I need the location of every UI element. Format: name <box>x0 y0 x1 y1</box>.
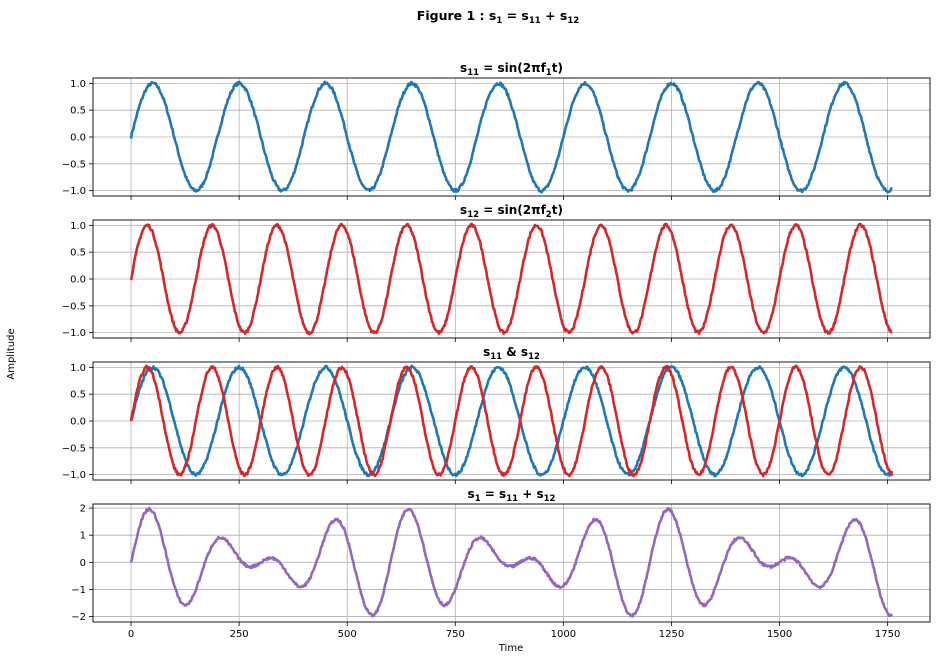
figure-title: Figure 1 : s1 = s11 + s12 <box>417 8 579 26</box>
x-tick-label: 1000 <box>551 629 576 640</box>
axes-frame <box>92 361 931 481</box>
y-tick-label: −0.5 <box>62 159 86 170</box>
subplot-3: s11 & s12 1.0 0.5 0.0 −0.5 −1.0 <box>62 345 931 484</box>
subplot-title: s11 = sin(2πf1t) <box>460 61 563 78</box>
y-tick-label: 1.0 <box>70 363 86 374</box>
y-tick-label: −1.0 <box>62 470 86 481</box>
y-tick-label: 2 <box>80 504 86 515</box>
axes-frame <box>92 219 931 339</box>
y-tick-label: 0.5 <box>70 248 86 259</box>
axes-frame <box>92 77 931 197</box>
series-line-1 <box>129 506 894 618</box>
subplot-title: s1 = s11 + s12 <box>468 487 556 504</box>
y-tick-label: 1.0 <box>70 79 86 90</box>
subplot-4: s1 = s11 + s12 0 250 500 750 1000 1250 1500 1750… <box>71 487 931 640</box>
subplot-title: s11 & s12 <box>483 345 540 362</box>
y-tick-label: 0 <box>80 558 86 569</box>
subplot-2: s12 = sin(2πf2t) 1.0 0.5 0.0 −0.5 −1.0 <box>62 203 931 342</box>
y-tick-label: 1.0 <box>70 221 86 232</box>
x-tick-label: 0 <box>128 629 134 640</box>
y-tick-label: −1 <box>71 585 86 596</box>
axes-frame <box>92 503 931 623</box>
series-line-1 <box>129 364 894 478</box>
y-tick-label: −0.5 <box>62 443 86 454</box>
y-tick-label: 1 <box>80 531 86 542</box>
x-tick-label: 500 <box>338 629 357 640</box>
y-axis-label: Amplitude <box>6 328 17 379</box>
series-line-1 <box>129 222 893 336</box>
y-tick-label: 0.5 <box>70 106 86 117</box>
series-line-2 <box>129 364 894 478</box>
y-tick-label: −2 <box>71 612 86 623</box>
subplot-1: s11 = sin(2πf1t) 1.0 0.5 0.0 −0.5 −1.0 <box>62 61 931 200</box>
y-tick-label: 0.5 <box>70 390 86 401</box>
y-tick-label: 0.0 <box>70 275 86 286</box>
x-tick-label: 1750 <box>875 629 900 640</box>
x-axis-label: Time <box>498 643 523 654</box>
x-tick-label: 1250 <box>659 629 684 640</box>
x-tick-label: 1500 <box>767 629 792 640</box>
subplot-title: s12 = sin(2πf2t) <box>460 203 563 220</box>
x-tick-label: 250 <box>230 629 249 640</box>
y-tick-label: −1.0 <box>62 328 86 339</box>
y-tick-label: −0.5 <box>62 301 86 312</box>
y-tick-label: 0.0 <box>70 417 86 428</box>
y-tick-label: 0.0 <box>70 133 86 144</box>
x-tick-label: 750 <box>446 629 465 640</box>
y-tick-label: −1.0 <box>62 186 86 197</box>
series-line-1 <box>129 80 894 194</box>
